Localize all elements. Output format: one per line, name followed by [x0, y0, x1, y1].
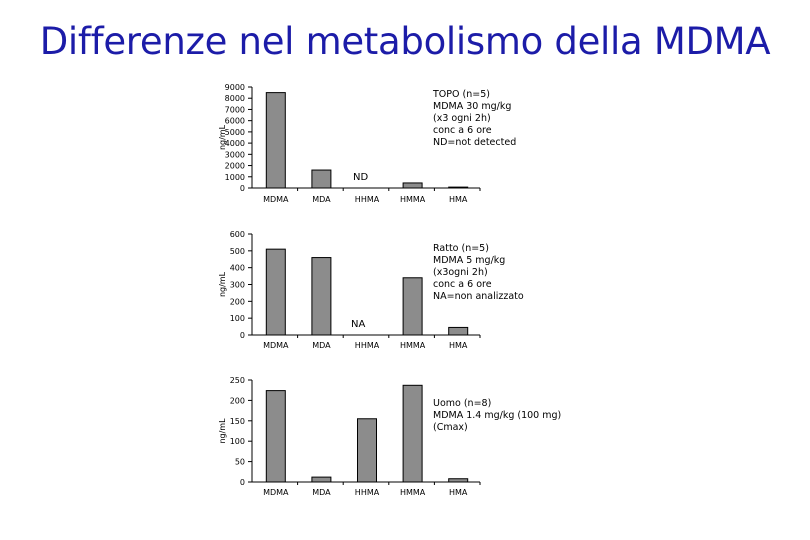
y-tick-label: 100 — [230, 437, 245, 446]
y-tick-label: 150 — [230, 417, 245, 426]
chart-1-note-line: ND=not detected — [433, 137, 517, 148]
bar-hma — [448, 326, 469, 336]
chart-3-notes: Uomo (n=8) MDMA 1.4 mg/kg (100 mg) (Cmax) — [433, 398, 561, 434]
x-category-label: HMMA — [400, 341, 426, 350]
y-tick-label: 600 — [230, 230, 245, 239]
chart-2-notes: Ratto (n=5) MDMA 5 mg/kg (x3ogni 2h) conc a… — [433, 243, 524, 303]
bar-hmma — [402, 277, 423, 336]
chart-1-note-line: TOPO (n=5) — [433, 89, 490, 100]
bar-mdma — [265, 248, 286, 336]
x-category-label: MDMA — [263, 341, 289, 350]
y-tick-label: 6000 — [225, 117, 245, 126]
y-tick-label: 8000 — [225, 94, 245, 103]
y-axis-label: ng/mL — [218, 124, 227, 150]
chart-1-not-detected-label: ND — [353, 172, 369, 183]
x-category-label: HMA — [449, 195, 468, 204]
chart-3-note-line: MDMA 1.4 mg/kg (100 mg) — [433, 410, 562, 421]
y-tick-label: 100 — [230, 314, 245, 323]
x-category-label: MDA — [312, 195, 331, 204]
y-tick-label: 9000 — [225, 83, 245, 92]
bar-hmma — [402, 182, 423, 189]
y-tick-label: 3000 — [225, 150, 245, 159]
x-category-label: MDA — [312, 488, 331, 497]
chart-2-note-line: conc a 6 ore — [433, 279, 492, 290]
x-category-label: HHMA — [355, 488, 380, 497]
y-tick-label: 200 — [230, 297, 245, 306]
x-category-label: HHMA — [355, 341, 380, 350]
chart-2-not-analyzed-label: NA — [351, 319, 366, 330]
bar-hhma — [357, 418, 377, 483]
chart-2-note-line: (x3ogni 2h) — [433, 267, 488, 278]
x-category-label: MDA — [312, 341, 331, 350]
chart-3-note-line: (Cmax) — [433, 422, 468, 433]
y-tick-label: 4000 — [225, 139, 245, 148]
chart-2-note-line: NA=non analizzato — [433, 291, 524, 302]
y-tick-label: 0 — [240, 331, 245, 340]
page-title: Differenze nel metabolismo della MDMA — [39, 20, 771, 63]
chart-1-note-line: MDMA 30 mg/kg — [433, 101, 512, 112]
y-tick-label: 0 — [240, 478, 245, 487]
bar-mdma — [265, 92, 286, 189]
bar-mda — [311, 257, 332, 336]
x-category-label: HMMA — [400, 488, 426, 497]
y-tick-label: 250 — [230, 376, 245, 385]
chart-3-note-line: Uomo (n=8) — [433, 398, 492, 409]
y-tick-label: 5000 — [225, 128, 245, 137]
y-tick-label: 500 — [230, 247, 245, 256]
y-tick-label: 50 — [235, 458, 245, 467]
bar-hmma — [402, 384, 423, 483]
y-tick-label: 200 — [230, 396, 245, 405]
y-tick-label: 300 — [230, 281, 245, 290]
x-category-label: HHMA — [355, 195, 380, 204]
chart-2-note-line: Ratto (n=5) — [433, 243, 489, 254]
y-tick-label: 0 — [240, 184, 245, 193]
chart-2: 0 100 200 300 400 500 600 ng/mL MDMA MDA HHMA HMMA H… — [218, 230, 481, 350]
y-tick-label: 400 — [230, 264, 245, 273]
chart-2-note-line: MDMA 5 mg/kg — [433, 255, 506, 266]
chart-1-note-line: conc a 6 ore — [433, 125, 492, 136]
y-tick-label: 1000 — [225, 173, 245, 182]
x-category-label: HMMA — [400, 195, 426, 204]
chart-1: 0 1000 2000 3000 4000 5000 6000 7000 8000 9000 ng/… — [218, 83, 481, 204]
chart-1-notes: TOPO (n=5) MDMA 30 mg/kg (x3 ogni 2h) conc … — [433, 89, 516, 149]
bar-hma — [448, 186, 469, 189]
bar-hma — [448, 478, 469, 483]
x-category-label: HMA — [449, 488, 468, 497]
y-axis-label: ng/mL — [218, 271, 227, 297]
x-category-label: MDMA — [263, 195, 289, 204]
y-axis-label: ng/mL — [218, 418, 227, 444]
bar-mda — [311, 169, 332, 189]
y-tick-label: 7000 — [225, 105, 245, 114]
bar-mdma — [265, 390, 286, 483]
bar-mda — [311, 476, 332, 483]
y-tick-label: 2000 — [225, 162, 245, 171]
x-category-label: HMA — [449, 341, 468, 350]
chart-1-note-line: (x3 ogni 2h) — [433, 113, 491, 124]
x-category-label: MDMA — [263, 488, 289, 497]
chart-3: 0 50 100 150 200 250 ng/mL MDMA MDA HHMA HMMA HMA — [218, 376, 481, 497]
